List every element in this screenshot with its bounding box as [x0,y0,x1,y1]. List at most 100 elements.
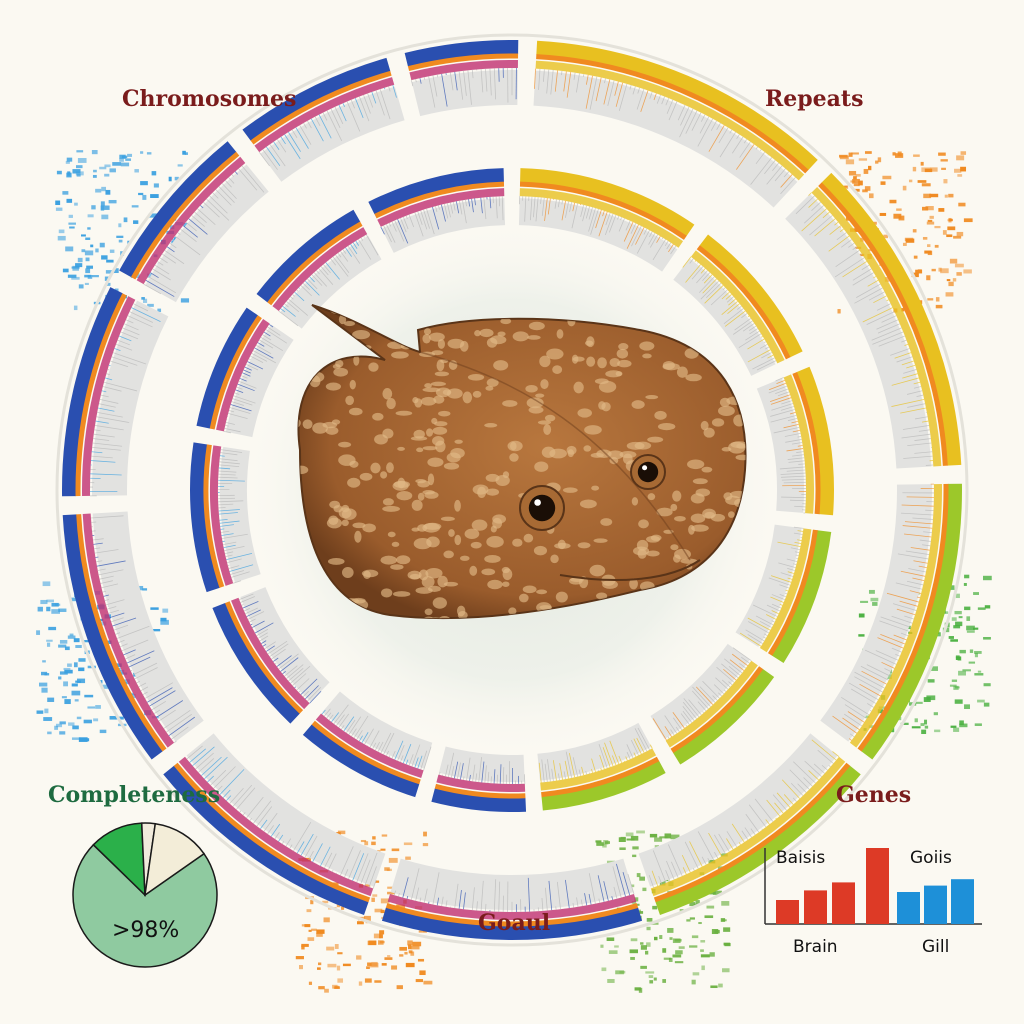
scatter-mark [886,674,892,680]
track-tick [625,756,628,761]
scatter-mark [711,929,719,935]
track-tick [304,685,319,700]
track-tick [627,873,635,895]
track-tick [913,381,921,385]
scatter-mark [954,263,964,268]
scatter-mark [600,944,604,948]
spot [412,397,419,404]
scatter-mark [619,847,626,850]
track-tick [859,683,881,697]
segment-inner-band [759,528,812,653]
track-tick [912,577,925,582]
scatter-mark [983,636,991,640]
spot [464,528,480,540]
scatter-mark [104,164,111,168]
segment-mid-band [407,53,519,71]
scatter-mark [649,833,658,838]
track-tick [294,291,305,302]
scatter-mark [974,673,984,676]
scatter-mark [924,719,928,725]
scatter-mark [147,303,154,307]
track-tick [683,698,700,718]
scatter-mark [974,723,982,726]
track-tick [220,449,243,453]
spot [654,410,667,420]
track-tick [561,200,563,205]
track-tick [719,131,736,158]
scatter-mark [162,608,169,613]
track-tick [649,744,653,749]
track-tick [242,600,259,609]
track-tick [739,662,747,669]
scatter-mark [396,985,403,990]
track-tick [850,688,877,704]
scatter-mark [55,200,61,206]
track-tick [713,684,725,695]
track-tick [251,620,265,628]
track-tick [891,377,919,386]
track-tick [288,131,301,152]
scatter-mark [387,891,395,895]
track-tick [697,262,699,264]
spot [481,568,496,576]
track-tick [862,307,893,323]
spot [411,527,420,532]
segment-track [537,722,652,781]
track-tick [262,643,267,647]
track-tick [918,429,930,432]
track-tick [728,681,733,686]
scatter-mark [929,193,939,198]
segment-outer-band [771,530,832,664]
spot [597,357,607,369]
track-tick [876,319,899,330]
spot [589,564,606,577]
scatter-mark [860,600,869,603]
track-tick [352,853,365,881]
spot [380,471,388,479]
track-tick [153,709,161,714]
track-tick [132,662,158,676]
track-tick [263,331,271,337]
segment-mid-band [385,903,639,927]
track-tick [340,251,349,262]
track-tick [271,648,286,660]
spot [397,446,405,451]
scatter-mark [40,599,48,605]
track-tick [97,568,106,571]
track-tick [760,336,763,338]
track-tick [459,200,463,215]
spot [387,531,396,538]
track-tick [168,716,195,736]
scatter-mark [182,150,186,155]
segment-track [650,643,750,739]
track-tick [897,553,929,560]
segment-inner-band [650,756,846,897]
track-tick [138,682,147,688]
scatter-mark [85,268,91,274]
track-tick [618,755,623,763]
scatter-mark [625,832,634,837]
track-tick [701,856,707,865]
track-tick [615,863,626,897]
spot [447,338,465,349]
scatter-mark [630,956,635,960]
scatter-mark [863,168,869,174]
scatter-mark [602,843,607,848]
scatter-mark [973,592,979,595]
track-tick [755,615,774,626]
scatter-mark [956,231,964,237]
track-tick [354,98,364,119]
track-tick [872,331,904,345]
track-tick [307,278,318,290]
track-tick [93,433,115,438]
scatter-mark [700,949,704,952]
track-tick [785,589,789,592]
scatter-mark [640,965,647,969]
spot [363,570,371,579]
scatter-mark [896,208,902,211]
bar-gill [924,885,947,924]
track-tick [712,695,718,701]
track-tick [100,580,113,584]
segment-inner-band [665,660,758,748]
track-tick [585,75,593,109]
